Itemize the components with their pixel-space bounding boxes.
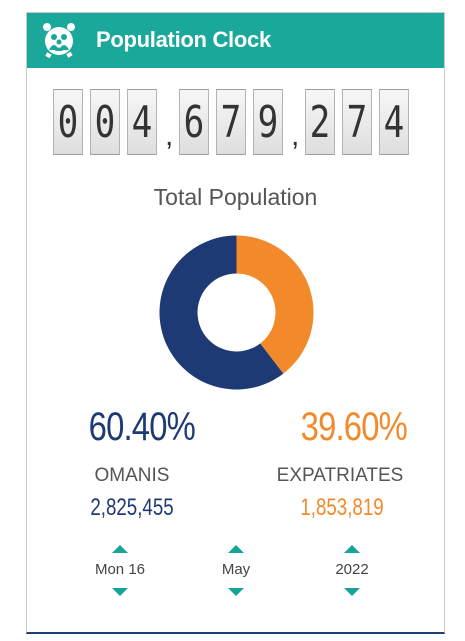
counter-digit: 0 [53, 89, 83, 155]
counter-digit: 9 [253, 89, 283, 155]
omanis-percent: 60.40% [88, 405, 196, 449]
counter-digit: 0 [90, 89, 120, 155]
day-up-arrow-icon[interactable] [112, 545, 128, 553]
year-down-arrow-icon[interactable] [344, 588, 360, 596]
counter-digit: 4 [127, 89, 157, 155]
family-clock-icon [43, 23, 75, 58]
day-down-arrow-icon[interactable] [112, 588, 128, 596]
population-clock-card: Population Clock 0 0 4 , 6 7 9 , 2 7 4 T… [26, 12, 445, 634]
counter-digit: 7 [342, 89, 372, 155]
month-value: May [221, 561, 251, 578]
year-value: 2022 [335, 561, 369, 578]
omanis-label: OMANIS [94, 465, 170, 486]
expatriates-percent: 39.60% [300, 405, 408, 449]
header-bar: Population Clock [27, 13, 444, 68]
year-selector: 2022 [307, 545, 397, 596]
counter-digit: 7 [216, 89, 246, 155]
month-selector: May [191, 545, 281, 596]
month-down-arrow-icon[interactable] [228, 588, 244, 596]
donut-slice-omanis [159, 235, 284, 390]
month-up-arrow-icon[interactable] [228, 545, 244, 553]
counter-separator: , [165, 119, 174, 152]
omanis-count: 2,825,455 [90, 494, 174, 521]
day-selector: Mon 16 [75, 545, 165, 596]
year-up-arrow-icon[interactable] [344, 545, 360, 553]
expatriates-count: 1,853,819 [300, 494, 384, 521]
page-title: Population Clock [96, 27, 271, 52]
counter-digit: 6 [179, 89, 209, 155]
day-value: Mon 16 [94, 561, 146, 578]
population-donut-chart [159, 235, 314, 390]
donut-slice-expatriates [236, 235, 314, 374]
counter-separator: , [291, 119, 300, 152]
counter-digit: 4 [379, 89, 409, 155]
expatriates-label: EXPATRIATES [276, 465, 404, 486]
counter-digit: 2 [305, 89, 335, 155]
chart-title: Total Population [153, 184, 318, 210]
